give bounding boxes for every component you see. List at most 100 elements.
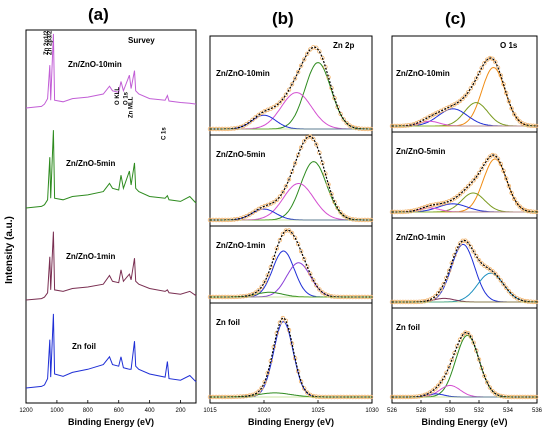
pc-data-point-0-28 bbox=[465, 90, 471, 95]
pc-data-point-1-27 bbox=[463, 186, 468, 192]
pc-data-point-3-29 bbox=[468, 334, 473, 339]
pc-envelope-1 bbox=[392, 154, 537, 213]
pb-data-point-2-34 bbox=[311, 277, 316, 283]
pc-data-point-0-27 bbox=[463, 93, 468, 98]
pc-data-point-2-23 bbox=[452, 252, 457, 258]
pc-data-point-0-31 bbox=[474, 76, 479, 81]
pb-data-point-3-18 bbox=[262, 379, 267, 385]
pb-data-point-3-17 bbox=[259, 385, 264, 391]
series-label-a-2: Zn/ZnO-1min bbox=[66, 252, 115, 261]
pc-data-point-1-26 bbox=[460, 189, 465, 194]
pc-data-point-2-38 bbox=[493, 271, 498, 276]
pc-data-point-1-24 bbox=[455, 194, 460, 199]
pb-data-point-3-31 bbox=[302, 386, 307, 391]
pc-data-point-0-50 bbox=[525, 123, 531, 128]
pb-data-point-0-25 bbox=[283, 92, 289, 97]
pc-data-point-3-34 bbox=[482, 373, 487, 379]
pc-data-point-2-20 bbox=[444, 275, 449, 281]
panel-label-b: (b) bbox=[272, 9, 294, 28]
pc-data-point-2-48 bbox=[520, 298, 525, 303]
pc-data-point-2-17 bbox=[436, 290, 441, 296]
pb-data-point-3-35 bbox=[314, 394, 319, 399]
x-tick-label-a-3: 600 bbox=[114, 408, 125, 414]
pc-data-point-3-22 bbox=[449, 357, 454, 363]
pb-data-point-3-34 bbox=[311, 393, 316, 399]
pb-data-point-1-46 bbox=[347, 216, 352, 221]
pc-data-point-3-32 bbox=[476, 357, 482, 362]
pc-data-point-1-25 bbox=[457, 191, 463, 197]
pb-data-point-2-28 bbox=[292, 235, 298, 240]
pb-data-point-2-40 bbox=[329, 294, 334, 299]
pb-data-point-2-22 bbox=[274, 246, 279, 251]
series-line-a-2 bbox=[25, 231, 197, 301]
pc-data-point-1-30 bbox=[471, 178, 476, 183]
pc-data-point-2-29 bbox=[468, 244, 473, 249]
pb-data-point-2-30 bbox=[298, 249, 304, 254]
pc-data-point-3-15 bbox=[430, 388, 435, 393]
pb-data-point-0-24 bbox=[280, 96, 286, 102]
pc-data-point-2-28 bbox=[465, 240, 471, 246]
pb-data-point-2-17 bbox=[259, 284, 264, 289]
pb-data-point-2-29 bbox=[295, 241, 301, 247]
pb-data-point-0-23 bbox=[277, 100, 283, 105]
pc-data-point-0-40 bbox=[498, 73, 503, 78]
panel-a-frame bbox=[25, 29, 197, 404]
pb-data-point-2-26 bbox=[286, 228, 292, 233]
pb-data-point-2-33 bbox=[308, 271, 313, 276]
pc-data-point-3-21 bbox=[446, 364, 452, 370]
pb-data-point-0-28 bbox=[292, 76, 298, 81]
pb-data-point-0-14 bbox=[250, 117, 255, 122]
series-label-a-3: Zn foil bbox=[72, 342, 96, 351]
panel-c-o1s: 526 528 530 532 534 536 Binding Energy (eV) O 1… bbox=[387, 35, 543, 427]
pb-data-point-1-30 bbox=[298, 145, 304, 150]
pb-data-point-0-42 bbox=[335, 104, 340, 110]
pb-data-point-0-43 bbox=[338, 111, 343, 117]
pb-data-point-0-27 bbox=[289, 82, 295, 87]
peak-label-5: C 1s bbox=[161, 127, 167, 140]
pb-data-point-0-32 bbox=[305, 51, 310, 56]
pb-data-point-3-16 bbox=[256, 389, 261, 394]
pc-data-point-2-43 bbox=[506, 289, 512, 294]
pc-data-point-2-47 bbox=[517, 297, 522, 302]
pc-data-point-1-7 bbox=[408, 208, 414, 214]
panel-label-a: (a) bbox=[88, 5, 109, 24]
pc-data-point-0-46 bbox=[514, 116, 520, 121]
pc-data-point-2-32 bbox=[476, 258, 482, 263]
series-line-a-1 bbox=[25, 130, 197, 209]
pc-data-point-2-30 bbox=[471, 249, 476, 254]
series-label-a-0: Zn/ZnO-10min bbox=[68, 60, 122, 69]
pc-data-point-2-33 bbox=[479, 261, 484, 266]
panel-label-c: (c) bbox=[445, 9, 466, 28]
pb-data-point-2-19 bbox=[265, 273, 270, 278]
pc-data-point-1-46 bbox=[514, 201, 520, 206]
pc-data-point-1-32 bbox=[476, 170, 482, 176]
pc-data-point-1-18 bbox=[438, 201, 444, 206]
pc-envelope-2 bbox=[392, 239, 537, 303]
pc-data-point-3-30 bbox=[471, 340, 476, 345]
pc-data-point-1-42 bbox=[504, 176, 509, 181]
pb-data-point-1-43 bbox=[338, 210, 343, 215]
pc-data-point-3-28 bbox=[465, 331, 471, 336]
pc-data-point-2-44 bbox=[509, 291, 514, 297]
pc-data-point-1-29 bbox=[468, 181, 473, 186]
pb-data-point-0-45 bbox=[344, 120, 349, 126]
pc-data-point-3-26 bbox=[460, 332, 465, 338]
pc-data-point-2-41 bbox=[501, 282, 506, 287]
pb-data-point-0-33 bbox=[308, 47, 313, 52]
pb-data-point-1-34 bbox=[311, 136, 316, 142]
pc-data-point-2-37 bbox=[490, 269, 495, 274]
pb-data-point-2-18 bbox=[262, 279, 267, 284]
pb-data-point-3-19 bbox=[265, 370, 270, 376]
pb-data-point-2-25 bbox=[283, 228, 289, 233]
pb-data-point-2-35 bbox=[314, 283, 319, 288]
pb-data-point-1-25 bbox=[283, 184, 289, 189]
pc-data-point-2-15 bbox=[430, 296, 435, 301]
peak-label-0: Zn 2p1/2 bbox=[44, 30, 50, 55]
pc-data-point-0-25 bbox=[457, 98, 463, 104]
pc-data-point-0-39 bbox=[495, 65, 501, 70]
pc-data-point-0-37 bbox=[490, 56, 495, 61]
pc-data-point-1-31 bbox=[474, 174, 479, 180]
pc-data-point-1-35 bbox=[485, 157, 490, 163]
pc-data-point-2-22 bbox=[449, 260, 454, 266]
pb-data-point-1-47 bbox=[350, 217, 355, 222]
